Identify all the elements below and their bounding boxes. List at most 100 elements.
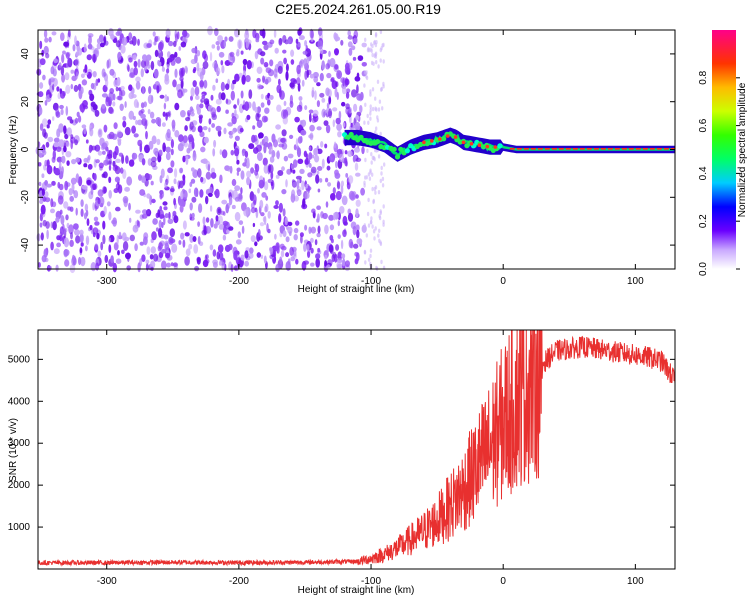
noise-speckle: [252, 125, 256, 130]
noise-speckle: [368, 48, 371, 53]
noise-speckle: [203, 98, 210, 105]
noise-speckle: [53, 248, 60, 255]
noise-speckle: [101, 173, 106, 178]
x-tick-label: -100: [361, 576, 381, 587]
noise-speckle: [229, 51, 235, 57]
noise-speckle: [115, 40, 121, 48]
noise-speckle: [83, 127, 87, 135]
noise-speckle: [383, 162, 386, 167]
noise-speckle: [353, 103, 358, 112]
noise-speckle: [170, 160, 175, 168]
noise-speckle: [119, 167, 124, 174]
noise-speckle: [252, 101, 256, 111]
noise-speckle: [282, 230, 287, 238]
noise-speckle: [156, 138, 161, 146]
noise-speckle: [74, 35, 77, 46]
noise-speckle: [139, 258, 143, 267]
noise-speckle: [283, 100, 287, 106]
signal-blob: [391, 146, 397, 152]
noise-speckle: [366, 211, 370, 217]
noise-speckle: [108, 244, 112, 254]
noise-speckle: [96, 38, 101, 44]
noise-speckle: [379, 58, 382, 63]
noise-speckle: [209, 51, 213, 62]
noise-speckle: [182, 135, 188, 143]
noise-speckle: [182, 189, 188, 200]
noise-speckle: [226, 165, 233, 172]
noise-speckle: [92, 202, 95, 211]
noise-speckle: [369, 170, 372, 175]
noise-speckle: [79, 247, 83, 254]
noise-speckle: [298, 35, 305, 41]
noise-speckle: [308, 152, 313, 160]
noise-speckle: [215, 67, 221, 76]
noise-speckle: [110, 255, 114, 264]
noise-speckle: [182, 176, 186, 186]
noise-speckle: [325, 177, 329, 183]
noise-speckle: [369, 108, 372, 113]
noise-speckle: [364, 70, 367, 75]
noise-speckle: [81, 124, 87, 129]
noise-speckle: [166, 128, 171, 139]
noise-speckle: [369, 220, 373, 225]
signal-blob: [348, 131, 354, 138]
noise-speckle: [213, 191, 217, 195]
noise-speckle: [218, 51, 225, 58]
noise-speckle: [107, 133, 113, 140]
noise-speckle: [73, 84, 79, 93]
noise-speckle: [126, 265, 131, 271]
noise-speckle: [170, 139, 174, 149]
noise-speckle: [334, 48, 339, 56]
noise-speckle: [270, 181, 274, 186]
noise-speckle: [371, 87, 375, 92]
noise-speckle: [58, 62, 62, 69]
noise-speckle: [141, 176, 147, 183]
noise-speckle: [178, 134, 184, 143]
noise-speckle: [104, 254, 109, 264]
noise-speckle: [245, 39, 250, 49]
noise-speckle: [211, 123, 216, 128]
noise-speckle: [150, 260, 156, 269]
noise-speckle: [347, 212, 354, 222]
noise-speckle: [135, 76, 141, 83]
noise-speckle: [377, 154, 381, 159]
noise-speckle: [299, 168, 305, 174]
noise-speckle: [88, 35, 92, 45]
noise-speckle: [314, 239, 318, 246]
noise-speckle: [213, 139, 217, 148]
noise-speckle: [59, 104, 64, 110]
noise-speckle: [174, 130, 180, 138]
noise-speckle: [128, 84, 133, 91]
noise-speckle: [205, 171, 212, 180]
noise-speckle: [77, 83, 82, 91]
noise-speckle: [43, 248, 48, 258]
noise-speckle: [52, 116, 55, 121]
noise-speckle: [203, 79, 208, 89]
noise-speckle: [373, 157, 376, 162]
noise-speckle: [308, 146, 312, 151]
signal-peak-dot: [461, 140, 466, 145]
x-tick-label: 0: [500, 576, 506, 587]
noise-speckle: [176, 31, 180, 40]
noise-speckle: [109, 68, 115, 76]
noise-speckle: [171, 243, 178, 253]
noise-speckle: [281, 189, 287, 195]
noise-speckle: [263, 61, 269, 68]
noise-speckle: [328, 95, 332, 105]
noise-speckle: [233, 104, 237, 109]
noise-speckle: [192, 151, 197, 162]
noise-speckle: [337, 234, 341, 240]
noise-speckle: [262, 157, 268, 166]
noise-speckle: [301, 79, 305, 87]
noise-speckle: [38, 106, 43, 116]
noise-speckle: [65, 105, 69, 116]
noise-speckle: [97, 150, 103, 156]
noise-speckle: [363, 183, 366, 188]
noise-speckle: [200, 146, 206, 153]
noise-speckle: [39, 123, 44, 131]
noise-speckle: [321, 97, 326, 103]
noise-speckle: [70, 83, 74, 90]
noise-speckle: [86, 218, 90, 227]
snr-y-axis-label: SNR (10 * v/v): [8, 418, 19, 482]
